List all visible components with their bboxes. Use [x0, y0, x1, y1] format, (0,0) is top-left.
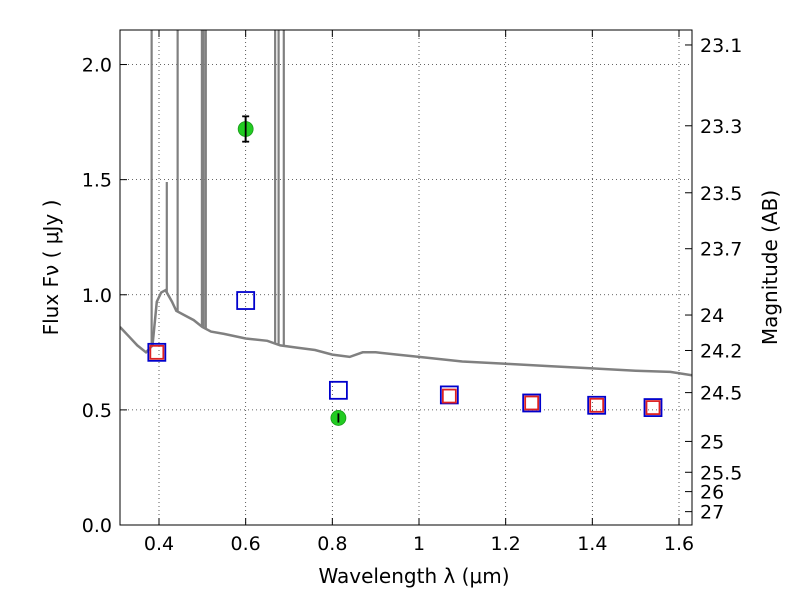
axis-labels: 0.4 0.6 0.8 1 1.2 1.4 1.6 0.0 0.5 1.0 1.5 2.0 23.1 23… [39, 35, 782, 588]
x-tick-label: 1.2 [491, 533, 521, 555]
plot-area [120, 30, 692, 426]
model-flux-square [147, 342, 167, 362]
axis-ticks [120, 30, 692, 526]
x-axis-title: Wavelength λ (μm) [318, 564, 509, 588]
model-flux-square [643, 398, 663, 417]
spectrum-line [120, 288, 692, 377]
model-flux-square-alt [524, 395, 540, 411]
right-tick-label: 23.7 [700, 239, 742, 261]
y-tick-label: 1.5 [82, 170, 112, 192]
right-tick-label: 24.5 [700, 383, 742, 405]
y-axis-title: Flux Fν ( μJy ) [39, 200, 63, 336]
right-tick-label: 27 [700, 502, 724, 524]
y-tick-label: 0.5 [82, 400, 112, 422]
plot-frame [119, 29, 693, 526]
x-tick-label: 1.4 [577, 533, 607, 555]
x-tick-label: 0.4 [144, 533, 174, 555]
y-tick-label: 1.0 [82, 285, 112, 307]
x-tick-label: 0.6 [231, 533, 261, 555]
right-tick-label: 24 [700, 305, 724, 327]
right-tick-label: 23.3 [700, 116, 742, 138]
right-tick-label: 24.2 [700, 340, 742, 362]
model-flux-square-alt [441, 388, 457, 404]
right-tick-label: 26 [700, 482, 724, 504]
right-axis-title: Magnitude (AB) [758, 190, 782, 345]
x-tick-label: 0.8 [317, 533, 347, 555]
model-flux-square [522, 393, 542, 413]
model-flux-square-alt [149, 344, 165, 360]
y-tick-label: 0.0 [82, 515, 112, 537]
right-tick-label: 23.1 [700, 35, 742, 57]
model-flux-square [328, 380, 348, 400]
y-tick-label: 2.0 [82, 55, 112, 77]
right-tick-label: 25.5 [700, 462, 742, 484]
x-tick-label: 1.6 [664, 533, 694, 555]
right-tick-label: 25 [700, 431, 724, 453]
model-flux-square-alt [645, 400, 661, 415]
model-flux-square [236, 291, 256, 310]
right-tick-label: 23.5 [700, 183, 742, 205]
model-flux-square-alt [589, 397, 605, 413]
model-flux-square [587, 395, 607, 415]
x-tick-label: 1 [413, 533, 425, 555]
